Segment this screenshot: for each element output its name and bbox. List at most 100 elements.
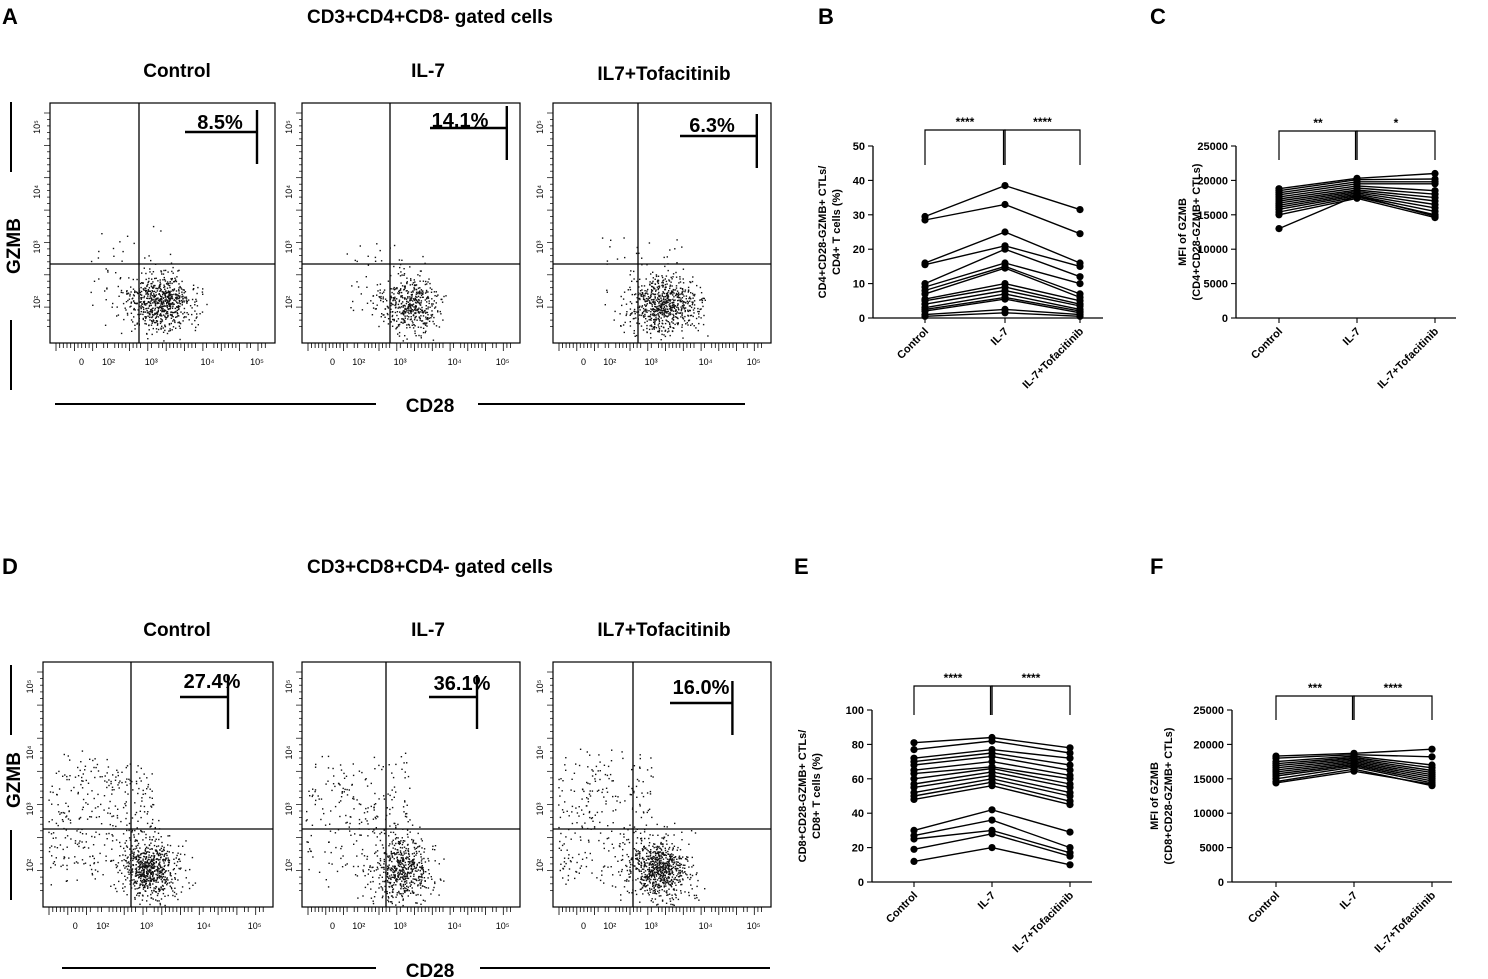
event-dot <box>668 279 670 281</box>
event-dot <box>425 305 427 307</box>
event-dot <box>134 868 137 870</box>
event-dot <box>145 883 147 885</box>
event-dot <box>130 872 132 874</box>
event-dot <box>653 326 656 329</box>
event-dot <box>103 795 106 797</box>
event-dot <box>145 867 147 869</box>
event-dot <box>118 880 120 883</box>
event-dot <box>115 864 117 866</box>
event-dot <box>105 299 107 301</box>
event-dot <box>66 864 68 867</box>
event-dot <box>145 856 148 859</box>
event-dot <box>156 845 158 848</box>
event-dot <box>154 277 156 280</box>
event-dot <box>384 891 386 893</box>
event-dot <box>362 895 364 897</box>
event-dot <box>660 841 662 844</box>
event-dot <box>332 767 334 770</box>
event-dot <box>160 288 162 291</box>
event-dot <box>415 867 417 870</box>
event-dot <box>649 882 651 884</box>
event-dot <box>681 308 683 310</box>
event-dot <box>657 867 660 869</box>
event-dot <box>122 302 125 305</box>
event-dot <box>433 291 436 293</box>
event-dot <box>165 852 168 855</box>
event-dot <box>670 885 672 887</box>
event-dot <box>111 840 114 842</box>
event-dot <box>123 318 125 321</box>
event-dot <box>126 812 128 814</box>
event-dot <box>365 276 367 278</box>
event-dot <box>196 313 198 315</box>
event-dot <box>406 873 408 875</box>
event-dot <box>393 244 396 247</box>
event-dot <box>383 829 385 831</box>
event-dot <box>148 277 150 280</box>
event-dot <box>153 320 155 322</box>
event-dot <box>682 872 684 874</box>
event-dot <box>664 335 667 338</box>
event-dot <box>655 846 657 848</box>
event-dot <box>412 322 414 324</box>
event-dot <box>137 820 139 822</box>
event-dot <box>661 276 664 279</box>
event-dot <box>352 797 354 800</box>
event-dot <box>154 865 156 868</box>
event-dot <box>171 295 173 298</box>
event-dot <box>648 871 650 873</box>
event-dot <box>651 286 654 288</box>
event-dot <box>370 888 372 890</box>
event-dot <box>407 849 409 852</box>
event-dot <box>701 299 704 302</box>
event-dot <box>157 869 159 872</box>
event-dot <box>152 863 154 865</box>
event-dot <box>641 883 643 885</box>
event-dot <box>658 884 661 887</box>
event-dot <box>688 305 691 307</box>
event-dot <box>646 264 648 266</box>
event-dot <box>660 870 662 872</box>
event-dot <box>129 839 132 841</box>
event-dot <box>148 255 150 257</box>
event-dot <box>145 293 147 295</box>
event-dot <box>132 859 134 862</box>
x-tick-label: 10³ <box>645 357 658 367</box>
event-dot <box>157 311 159 313</box>
event-dot <box>412 290 414 292</box>
event-dot <box>156 877 159 879</box>
event-dot <box>683 308 686 310</box>
event-dot <box>116 865 119 867</box>
event-dot <box>330 810 332 812</box>
event-dot <box>152 818 154 821</box>
event-dot <box>652 883 654 885</box>
event-dot <box>419 304 422 306</box>
event-dot <box>673 307 676 309</box>
event-dot <box>650 852 652 855</box>
event-dot <box>85 779 87 782</box>
event-dot <box>657 314 660 316</box>
event-dot <box>638 306 641 309</box>
event-dot <box>395 880 397 882</box>
event-dot <box>84 765 87 767</box>
event-dot <box>136 323 138 325</box>
event-dot <box>657 858 660 860</box>
event-dot <box>123 890 125 892</box>
event-dot <box>405 310 407 313</box>
event-dot <box>684 307 687 309</box>
event-dot <box>675 884 677 886</box>
event-dot <box>97 861 99 864</box>
event-dot <box>672 276 674 278</box>
event-dot <box>111 786 114 788</box>
event-dot <box>671 308 673 311</box>
event-dot <box>428 873 430 875</box>
event-dot <box>623 331 625 334</box>
event-dot <box>404 317 406 319</box>
event-dot <box>165 318 167 320</box>
event-dot <box>667 864 669 866</box>
event-dot <box>168 330 170 332</box>
event-dot <box>166 311 168 313</box>
event-dot <box>178 287 180 289</box>
event-dot <box>139 892 141 895</box>
event-dot <box>367 823 369 825</box>
